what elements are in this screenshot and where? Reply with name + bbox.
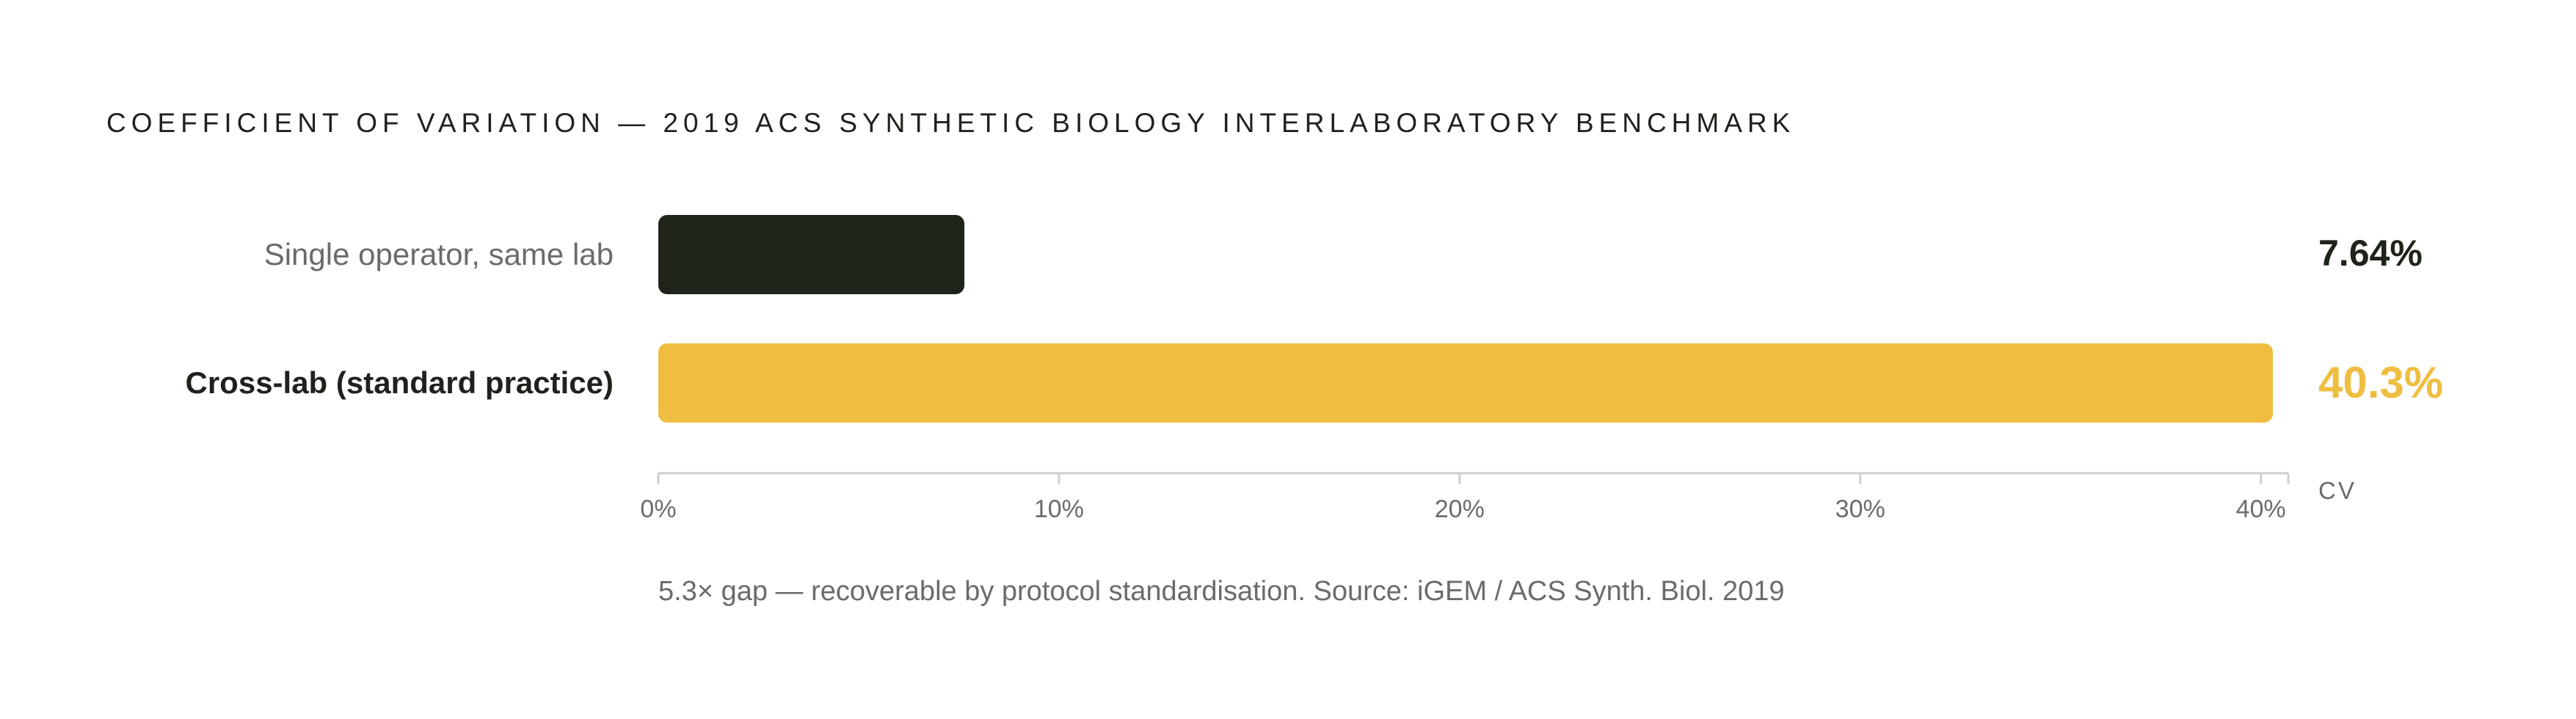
category-label-single-operator-same-lab: Single operator, same lab — [264, 237, 614, 271]
bar-single-operator-same-lab — [658, 215, 965, 294]
x-tick-label-10: 10% — [1034, 495, 1084, 523]
x-tick-label-40: 40% — [2236, 495, 2286, 523]
bar-cross-lab-standard-practice — [658, 343, 2273, 423]
x-axis-title: CV — [2318, 477, 2357, 504]
x-tick-label-30: 30% — [1835, 495, 1885, 523]
category-label-cross-lab-standard-practice: Cross-lab (standard practice) — [186, 365, 614, 400]
x-tick-label-0: 0% — [640, 495, 676, 523]
x-tick-label-20: 20% — [1435, 495, 1485, 523]
value-label-single-operator-same-lab: 7.64% — [2318, 233, 2423, 274]
chart-footnote: 5.3× gap — recoverable by protocol stand… — [658, 576, 1785, 607]
chart-title: COEFFICIENT OF VARIATION — 2019 ACS SYNT… — [106, 108, 1795, 138]
bars-layer: Single operator, same lab 7.64% Cross-lab … — [186, 215, 2443, 423]
value-label-cross-lab-standard-practice: 40.3% — [2318, 358, 2443, 407]
x-axis: 0% 10% 20% 30% 40% — [640, 472, 2290, 523]
